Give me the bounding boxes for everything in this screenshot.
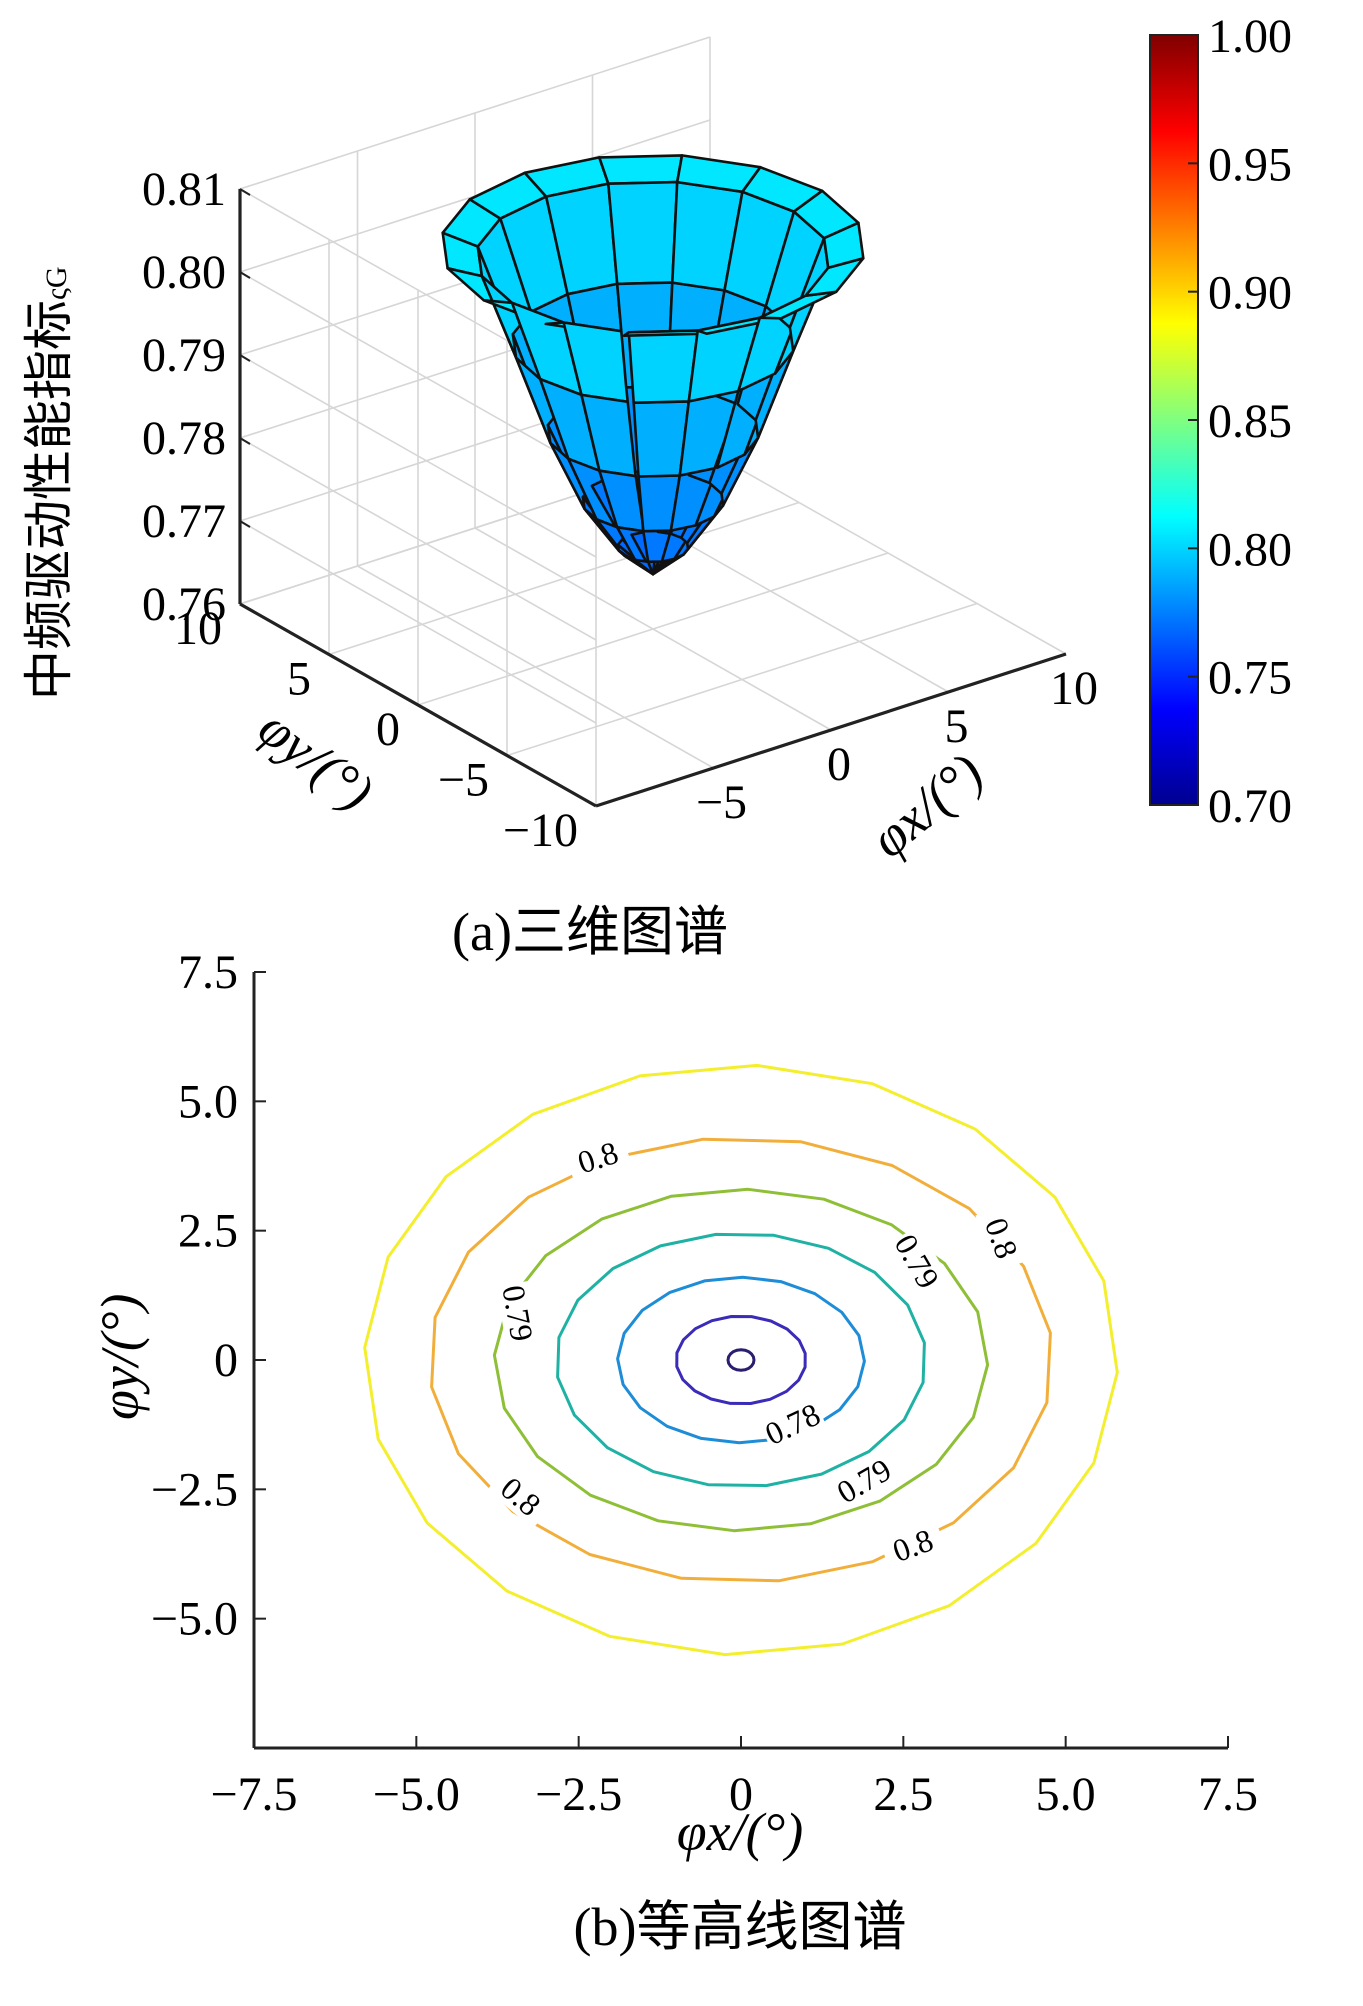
surface-facet [822,221,865,270]
x-axis-label: φx/(°) [677,1802,803,1862]
contour-label: 0.8 [878,1517,947,1572]
x-tick-label-3d: −5 [696,776,747,829]
z-tick-label: 0.77 [142,495,226,548]
contour-axes [252,972,1228,1750]
x-tick-label: 7.5 [1198,1768,1258,1821]
contour-plot: 0.80.790.79 0.80.780.790.80.8 −7.5 −5.0 −2.… [90,946,1258,1957]
y-axis-line-3d [239,602,597,808]
colorbar-ticks: 1.00 0.95 0.90 0.85 0.80 0.75 0.70 [1188,10,1292,833]
y-tick-label-3d: −5 [438,754,489,807]
y-tick-label: 0 [214,1334,238,1387]
contour-label-text: 0.79 [888,1228,947,1294]
contour-label: 0.79 [495,1280,542,1346]
y-tick-labels-3d: 10 5 0 −5 −10 [174,602,578,857]
contour-label-bg [887,1225,949,1296]
grid-line [417,552,889,706]
x-axis-label-3d: φx/(°) [859,742,994,869]
x-axis-line-3d [595,652,1067,808]
contour-line [492,1187,990,1533]
y-tick-label: 7.5 [178,946,238,999]
y-tick-label: −2.5 [151,1463,238,1516]
caption-a: (a)三维图谱 [452,902,728,962]
z-tick-mark [239,188,251,196]
z-axis-label-text: 中频驱动性能指标 [20,300,78,700]
y-tick-label: 5.0 [178,1075,238,1128]
colorbar-tick-label: 1.00 [1208,10,1292,63]
contour-line [616,1275,866,1445]
contour-label-text: 0.79 [831,1451,897,1510]
colorbar-tick-label: 0.95 [1208,138,1292,191]
surface-facet [627,329,700,405]
colorbar: 1.00 0.95 0.90 0.85 0.80 0.75 0.70 [1149,10,1292,833]
y-tick-label-3d: 0 [376,703,400,756]
y-axis-label: φy/(°) [90,1294,150,1420]
colorbar-tick-label: 0.80 [1208,523,1292,576]
y-tick-label: 2.5 [178,1205,238,1258]
grid-line [328,501,800,656]
z-tick-mark [239,437,251,445]
z-tick-labels: 0.81 0.80 0.79 0.78 0.77 0.76 [142,163,251,631]
surface-facet [606,180,679,286]
contour-labels: 0.80.790.79 0.80.780.790.80.8 [486,1129,1030,1572]
x-tick-labels: −7.5 −5.0 −2.5 0 2.5 5.0 7.5 [210,1736,1258,1821]
x-tick-label-3d: 5 [945,700,969,753]
y-tick-label: −5.0 [151,1593,238,1646]
x-tick-label-3d: 10 [1050,662,1098,715]
contour-label-text: 0.79 [495,1283,540,1344]
z-tick-mark [239,271,251,279]
grid-line [709,451,1067,655]
x-tick-label: 5.0 [1036,1768,1096,1821]
contour-line [363,1063,1119,1657]
colorbar-tick-label: 0.85 [1208,395,1292,448]
x-tick-label: −7.5 [210,1768,297,1821]
x-tick-label: −2.5 [535,1768,622,1821]
z-tick-label: 0.80 [142,246,226,299]
colorbar-tick-label: 0.75 [1208,652,1292,705]
contour-label-bg [975,1203,1030,1273]
contour-line [675,1315,807,1405]
contour-label: 0.78 [757,1393,827,1452]
colorbar-tick-label: 0.90 [1208,267,1292,320]
contour-label-bg [757,1393,827,1452]
contour-line [726,1348,756,1372]
surface-facet [622,329,709,338]
y-tick-labels: 7.5 5.0 2.5 0 −2.5 −5.0 [151,946,266,1646]
contour-label: 0.79 [828,1449,899,1511]
y-tick-label-3d: 10 [174,602,222,655]
contour-lines [363,1063,1119,1657]
contour-label: 0.8 [563,1129,632,1183]
z-tick-label: 0.79 [142,329,226,382]
x-tick-label-3d: 0 [827,738,851,791]
contour-line [556,1232,926,1488]
caption-b: (b)等高线图谱 [574,1897,907,1957]
z-tick-label: 0.76 [142,578,226,631]
colorbar-tick-label: 0.70 [1208,780,1292,833]
z-axis-label: 中频驱动性能指标ςG [20,266,78,700]
x-tick-label: 2.5 [873,1768,933,1821]
contour-label-bg [496,1280,542,1346]
z-tick-mark [239,354,251,362]
surface-mesh [441,154,865,576]
y-tick-label-3d: 5 [287,653,311,706]
contour-label: 0.8 [975,1203,1030,1273]
x-tick-label: 0 [729,1768,753,1821]
contour-label-bg [878,1517,947,1572]
axes-3d [238,189,1067,808]
z-tick-mark [239,520,251,528]
contour-label: 0.8 [486,1462,557,1529]
contour-label-bg [828,1449,899,1511]
x-tick-labels-3d: −5 0 5 10 [696,662,1098,829]
contour-label-bg [563,1129,632,1183]
contour-label-bg [486,1462,557,1529]
y-axis-label-3d: φy/(°) [248,697,385,822]
z-tick-label: 0.81 [142,163,226,216]
z-axis-label-symbol: ςG [40,266,73,300]
surface-facet [597,154,684,185]
y-tick-label-3d: −10 [503,804,578,857]
z-tick-label: 0.78 [142,412,226,465]
x-tick-label: −5.0 [373,1768,460,1821]
z-tick-mark [239,603,251,611]
